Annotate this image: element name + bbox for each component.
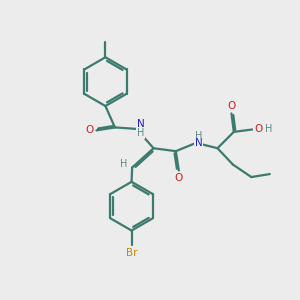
Text: N: N [137,118,145,128]
Text: O: O [86,125,94,135]
Text: H: H [137,128,145,138]
Text: H: H [265,124,272,134]
Text: Br: Br [126,248,137,258]
Text: O: O [175,173,183,183]
Text: H: H [195,131,202,141]
Text: O: O [227,101,236,111]
Text: O: O [254,124,262,134]
Text: H: H [120,159,128,169]
Text: N: N [195,139,202,148]
